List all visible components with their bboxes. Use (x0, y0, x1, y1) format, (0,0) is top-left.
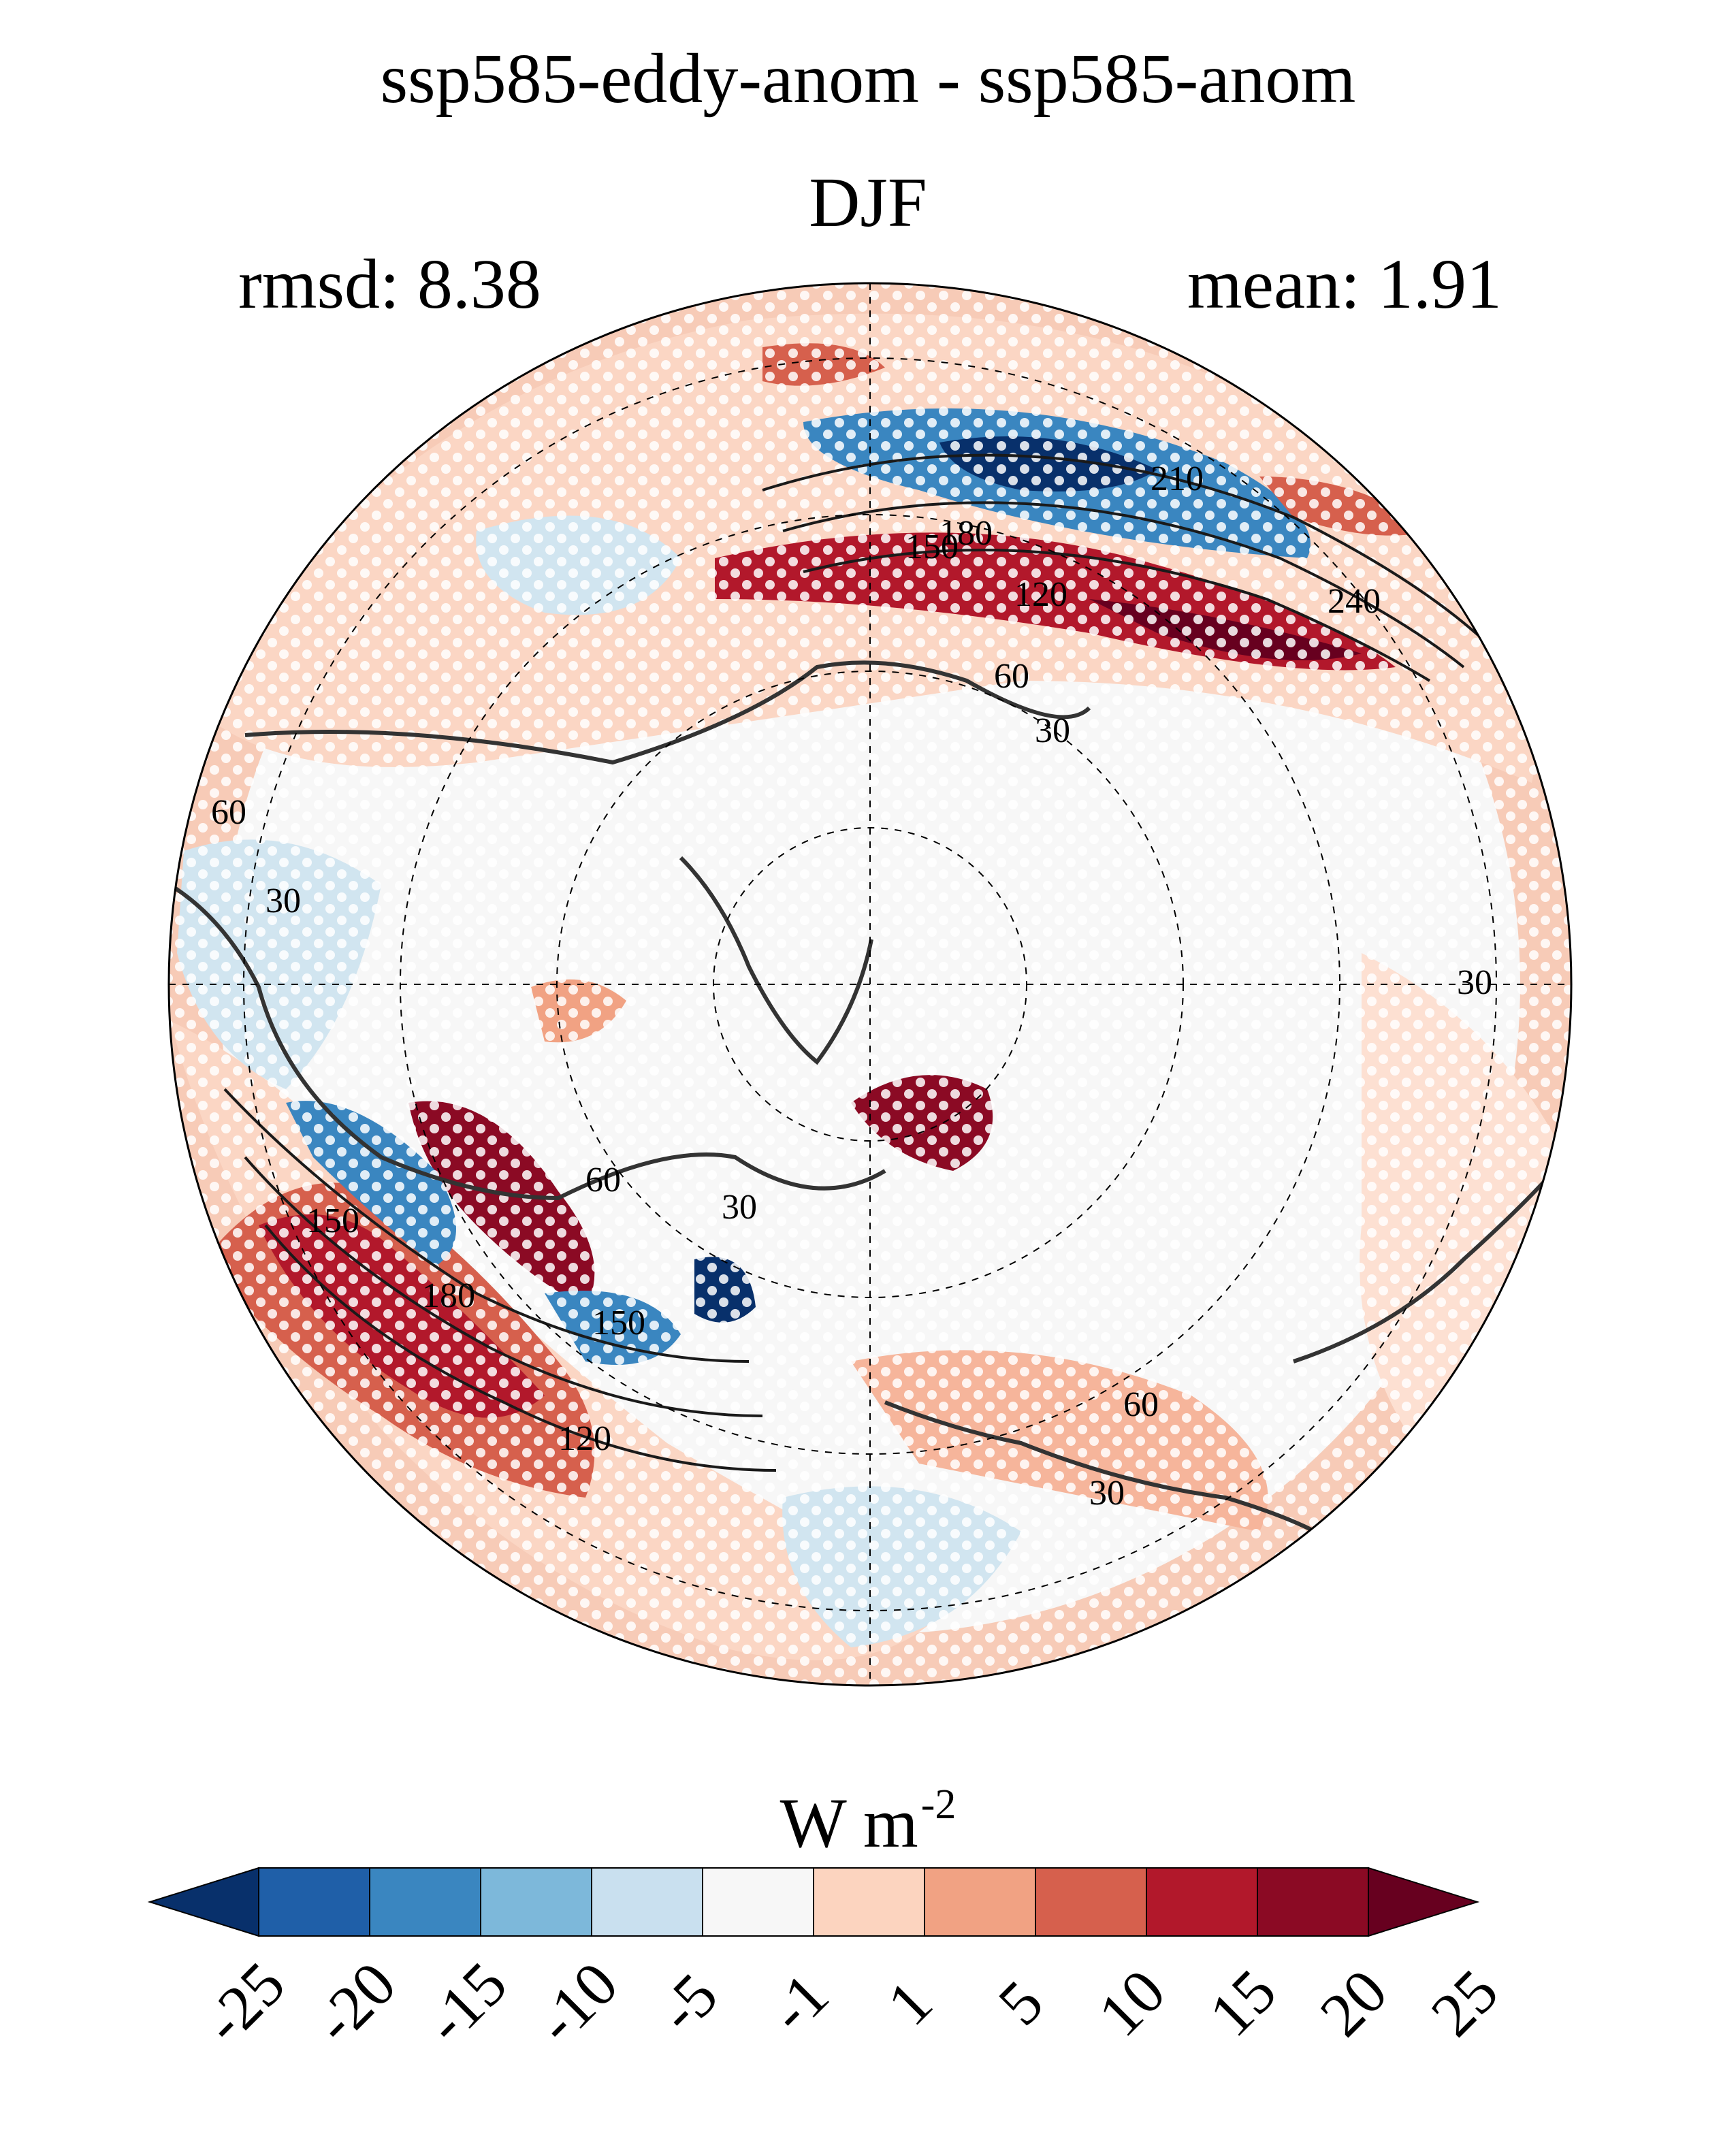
contour-label: 30 (1035, 711, 1070, 750)
contour-label: 60 (585, 1161, 621, 1199)
coastline-arctic (679, 856, 873, 1065)
colorbar-box (702, 1867, 814, 1937)
contour-label: 60 (994, 657, 1029, 696)
coastlines (169, 660, 1568, 1540)
colorbar-box (1257, 1867, 1369, 1937)
contour-label: 120 (558, 1419, 611, 1458)
colorbar-tick-label: -15 (412, 1949, 520, 2057)
contour-line (223, 1088, 750, 1363)
colorbar-units: W m-2 (0, 1784, 1736, 1859)
contour-line (782, 501, 1465, 668)
colorbar-tick-label: -25 (190, 1949, 298, 2057)
contour-label: 30 (1089, 1474, 1125, 1513)
contour-label: 150 (306, 1201, 359, 1240)
colorbar-extend-max (1368, 1867, 1480, 1937)
colorbar-tick-label: -20 (301, 1949, 409, 2057)
contour-label: 30 (722, 1188, 757, 1227)
colorbar-tick-label: 10 (1084, 1956, 1178, 2049)
contour-label: 120 (1014, 575, 1067, 614)
contour-labels: 210 180 150 120 240 60 30 60 30 30 150 1… (211, 459, 1492, 1513)
colorbar-extend-min (147, 1867, 259, 1937)
colorbar-box (258, 1867, 370, 1937)
colorbar-box (813, 1867, 925, 1937)
colorbar-tick-label: -5 (645, 1960, 730, 2046)
contour-line (244, 1156, 763, 1417)
mean-contours (223, 453, 1499, 1472)
colorbar-box (1035, 1867, 1147, 1937)
coastline-east (1293, 1156, 1568, 1363)
map-boundary (167, 282, 1573, 1687)
graticule (169, 283, 1571, 1685)
contour-label: 30 (266, 882, 301, 920)
contour-line (264, 1224, 777, 1472)
colorbar-tick-label: 5 (985, 1967, 1057, 2039)
contour-label: 60 (211, 793, 246, 832)
coastline-south (884, 1400, 1329, 1540)
contour-label: 150 (592, 1304, 645, 1342)
colorbar-tick-labels: -25 -20 -15 -10 -5 -1 1 5 10 15 20 25 (190, 1949, 1511, 2057)
colorbar-box (591, 1867, 703, 1937)
colorbar-box (1146, 1867, 1258, 1937)
contour-label: 180 (939, 514, 993, 553)
units-exponent: -2 (920, 1781, 957, 1828)
rmsd-label: rmsd: 8.38 (238, 245, 541, 323)
contour-label: 150 (905, 528, 959, 566)
colorbar-box (369, 1867, 481, 1937)
colorbar-tick-label: 20 (1306, 1956, 1400, 2049)
units-base: W m (779, 1784, 918, 1862)
colorbar-box (924, 1867, 1036, 1937)
colorbar-tick-label: 15 (1195, 1956, 1289, 2049)
colorbar-tick-label: -10 (523, 1949, 631, 2057)
contour-label: 180 (422, 1276, 475, 1315)
contour-label: 240 (1328, 582, 1381, 621)
contour-line (762, 453, 1499, 655)
contour-label: 60 (1123, 1385, 1159, 1424)
colorbar-box (480, 1867, 592, 1937)
colorbar-tick-label: 25 (1417, 1956, 1511, 2049)
colorbar-tick-label: 1 (874, 1967, 946, 2039)
contour-label: 30 (1457, 963, 1492, 1002)
season-label: DJF (809, 163, 927, 242)
map-title: ssp585-eddy-anom - ssp585-anom (380, 39, 1356, 118)
contour-line (803, 549, 1431, 682)
colorbar-boxes (147, 1867, 1480, 1937)
colorbar-tick-label: -1 (756, 1960, 841, 2046)
coastline-north (244, 660, 1091, 765)
coastline-west (169, 883, 886, 1201)
mean-label: mean: 1.91 (1187, 245, 1502, 323)
contour-label: 210 (1151, 459, 1204, 498)
